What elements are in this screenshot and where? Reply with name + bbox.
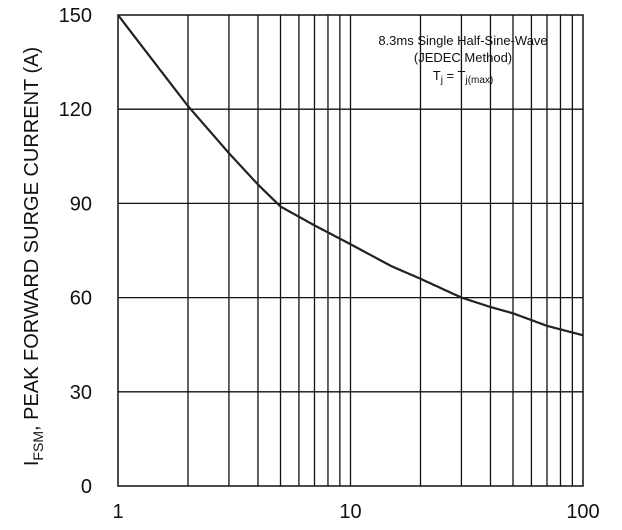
annotation-line-1: 8.3ms Single Half-Sine-Wave xyxy=(378,33,547,48)
annotation-sub-left: j xyxy=(440,75,443,86)
y-axis-label-main: I xyxy=(21,461,43,467)
y-axis-label-sub: FSM xyxy=(30,431,46,461)
tick-labels: 1 10 100 0 30 60 90 120 150 xyxy=(59,5,600,523)
annotation-line-3: Tj = Tj(max) xyxy=(433,68,494,86)
y-tick-label: 120 xyxy=(59,99,92,121)
y-axis-label-rest: , PEAK FORWARD SURGE CURRENT (A) xyxy=(21,47,43,431)
grid xyxy=(118,15,583,486)
annotation-t-left: T xyxy=(433,68,441,83)
x-tick-label: 1 xyxy=(112,501,123,523)
y-tick-label: 30 xyxy=(70,382,92,404)
y-axis-label: IFSM, PEAK FORWARD SURGE CURRENT (A) xyxy=(21,47,46,466)
x-tick-label: 10 xyxy=(339,501,361,523)
annotation-sub-right: j(max) xyxy=(464,75,493,86)
annotation-equals: = T xyxy=(443,68,466,83)
y-tick-label: 0 xyxy=(81,476,92,498)
x-tick-label: 100 xyxy=(566,501,599,523)
y-tick-label: 90 xyxy=(70,193,92,215)
annotation-line-2: (JEDEC Method) xyxy=(414,50,512,65)
annotation: 8.3ms Single Half-Sine-Wave (JEDEC Metho… xyxy=(378,33,547,86)
series-line xyxy=(117,14,584,337)
y-tick-label: 150 xyxy=(59,5,92,27)
plot-frame xyxy=(117,14,584,487)
y-tick-label: 60 xyxy=(70,288,92,310)
